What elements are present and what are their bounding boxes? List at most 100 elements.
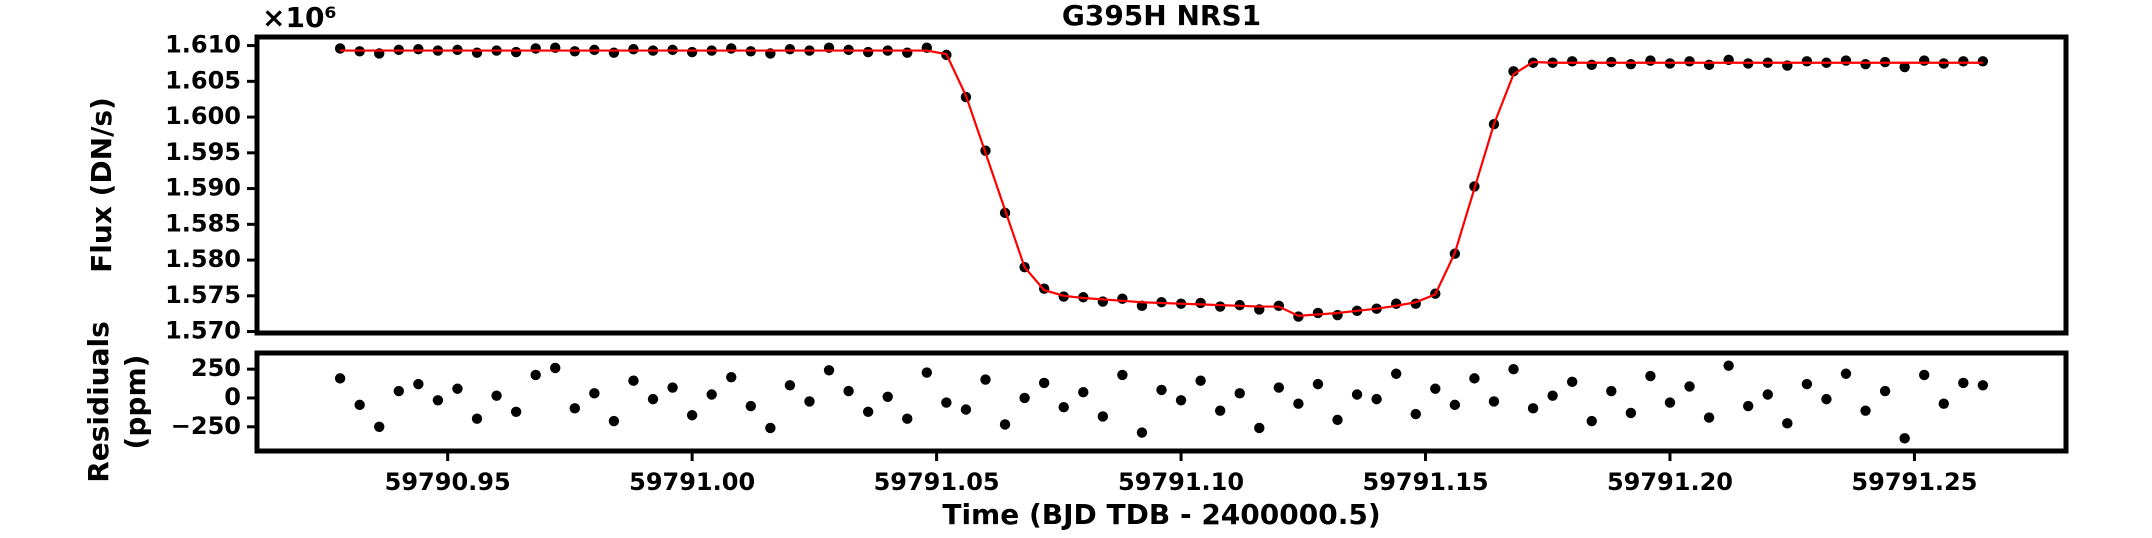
data-point [1977, 380, 1989, 391]
data-point [1703, 412, 1715, 423]
data-point [1840, 368, 1852, 379]
data-point [902, 413, 913, 424]
data-point [1899, 433, 1910, 444]
data-point [1958, 56, 1969, 67]
data-point [1390, 368, 1402, 379]
data-point [1762, 389, 1773, 400]
data-point [1606, 385, 1617, 397]
data-point [1684, 381, 1695, 392]
data-point [862, 46, 874, 58]
data-point [686, 46, 698, 58]
data-point [471, 413, 483, 424]
y-tick-label: 1.595 [165, 138, 241, 166]
data-point [1938, 398, 1949, 409]
data-point [1019, 392, 1030, 404]
data-point [589, 388, 600, 399]
model-line [340, 49, 1983, 317]
data-point [1332, 414, 1343, 426]
x-tick-label: 59791.10 [1118, 468, 1244, 496]
data-point [960, 404, 972, 415]
data-point [1234, 388, 1245, 399]
data-point [1801, 56, 1813, 67]
y-axis-label: Flux (DN/s) [85, 97, 118, 273]
data-point [1703, 59, 1715, 71]
data-point [491, 390, 502, 401]
data-point [1214, 301, 1226, 312]
data-point [1469, 373, 1480, 384]
data-point [471, 47, 483, 58]
data-point [1566, 56, 1578, 67]
data-point [1254, 422, 1265, 434]
y-tick-label: 1.590 [165, 174, 241, 202]
data-point [726, 372, 737, 383]
data-point [530, 369, 541, 381]
data-point [413, 43, 424, 55]
y-tick-label: 1.605 [165, 66, 241, 94]
x-tick-label: 59790.95 [385, 468, 511, 496]
data-point [1058, 401, 1069, 413]
data-point [862, 406, 874, 417]
data-point [1664, 397, 1676, 408]
data-point [550, 362, 561, 374]
y-tick-label: 0 [224, 383, 241, 411]
data-point [569, 403, 580, 414]
y-tick-label: 1.600 [165, 102, 241, 130]
data-point [608, 415, 620, 427]
data-point [1899, 61, 1910, 73]
data-point [510, 46, 522, 58]
data-point [413, 378, 424, 390]
data-point [1195, 297, 1206, 309]
data-point [1723, 360, 1734, 371]
data-point [1625, 407, 1637, 419]
data-point [804, 396, 815, 407]
data-point [1958, 377, 1969, 389]
data-point [1527, 403, 1539, 414]
x-axis-label: Time (BJD TDB - 2400000.5) [942, 498, 1380, 531]
data-point [452, 383, 463, 394]
data-point [1586, 59, 1597, 71]
data-point [1840, 55, 1852, 66]
data-point [1821, 393, 1832, 405]
data-point [354, 399, 365, 411]
data-point [628, 43, 639, 55]
data-point [1645, 55, 1656, 66]
data-point [902, 47, 913, 58]
data-point [1566, 376, 1578, 388]
data-point [1038, 377, 1050, 389]
data-point [1782, 418, 1793, 429]
data-point [334, 373, 346, 384]
data-point [1860, 405, 1871, 416]
data-point [374, 421, 385, 432]
y-axis-label: Residiuals [82, 321, 115, 483]
data-point [1977, 56, 1989, 67]
data-point [765, 422, 776, 434]
data-point [882, 391, 893, 403]
data-point [1508, 363, 1519, 375]
y-axis-label: (ppm) [119, 355, 152, 450]
x-tick-label: 59791.20 [1607, 468, 1733, 496]
data-point [1625, 58, 1637, 70]
data-point [1214, 405, 1226, 416]
plot-frame [254, 34, 2069, 336]
data-point [1801, 378, 1813, 390]
data-point [647, 393, 659, 405]
x-tick-label: 59791.05 [874, 468, 1000, 496]
data-point [628, 375, 639, 386]
data-point [530, 43, 541, 54]
data-point [941, 397, 952, 408]
data-point [1175, 395, 1187, 406]
data-point [726, 43, 737, 54]
data-point [823, 365, 835, 376]
data-point [999, 419, 1011, 430]
data-point [1410, 408, 1421, 420]
y-tick-label: 1.570 [165, 317, 241, 345]
x-tick-label: 59791.25 [1851, 468, 1977, 496]
data-point [1684, 56, 1695, 67]
y-tick-label: −250 [171, 412, 241, 440]
data-point [1645, 370, 1656, 382]
data-point [334, 43, 346, 54]
data-point [1508, 66, 1519, 77]
data-point [1195, 375, 1206, 386]
